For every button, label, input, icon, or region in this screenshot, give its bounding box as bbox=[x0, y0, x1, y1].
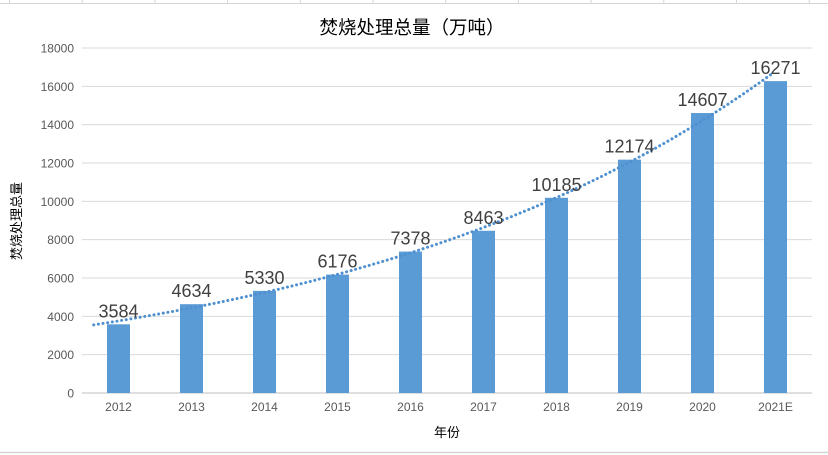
bar[interactable] bbox=[764, 81, 787, 394]
x-tick-label: 2018 bbox=[543, 400, 570, 414]
y-tick-label: 0 bbox=[67, 387, 74, 401]
x-tick-label: 2014 bbox=[251, 400, 278, 414]
x-tick-label: 2013 bbox=[178, 400, 205, 414]
bar-value-label: 7378 bbox=[390, 229, 430, 249]
y-tick-label: 18000 bbox=[41, 42, 75, 56]
trendline-group bbox=[92, 71, 775, 327]
bar-value-label: 5330 bbox=[244, 268, 284, 288]
x-tick-label: 2021E bbox=[758, 400, 793, 414]
bar[interactable] bbox=[253, 290, 276, 393]
y-tick-label: 6000 bbox=[47, 272, 74, 286]
y-tick-label: 2000 bbox=[47, 348, 74, 362]
y-tick-label: 16000 bbox=[41, 80, 75, 94]
bar[interactable] bbox=[472, 230, 495, 393]
bar[interactable] bbox=[107, 324, 130, 393]
bar-value-label: 4634 bbox=[171, 281, 211, 301]
bar[interactable] bbox=[618, 159, 641, 393]
x-axis-title: 年份 bbox=[434, 425, 460, 440]
x-tick-label: 2016 bbox=[397, 400, 424, 414]
bar-value-label: 8463 bbox=[463, 208, 503, 228]
bar-value-label: 6176 bbox=[317, 252, 357, 272]
bar-value-label: 12174 bbox=[604, 137, 654, 157]
bar-value-label: 3584 bbox=[98, 301, 138, 321]
x-tick-label: 2015 bbox=[324, 400, 351, 414]
chart-title: 焚烧处理总量（万吨） bbox=[319, 17, 504, 38]
bar[interactable] bbox=[545, 197, 568, 393]
y-tick-label: 8000 bbox=[47, 233, 74, 247]
bar[interactable] bbox=[691, 113, 714, 393]
bar-value-label: 10185 bbox=[531, 175, 581, 195]
plot-gridlines: 0 2000 4000 6000 8000 10000 12000 14000 16000 180… bbox=[41, 42, 812, 401]
y-tick-label: 10000 bbox=[41, 195, 75, 209]
trendline[interactable] bbox=[92, 71, 775, 327]
y-tick-label: 4000 bbox=[47, 310, 74, 324]
y-tick-label: 12000 bbox=[41, 157, 75, 171]
x-tick-label: 2012 bbox=[105, 400, 132, 414]
bar[interactable] bbox=[180, 304, 203, 393]
bar-value-label: 16271 bbox=[750, 58, 800, 78]
bar-series: 2012 2013 2014 2015 2016 2017 2018 2019 2020 2021… bbox=[105, 81, 793, 414]
y-axis-title: 焚烧处理总量 bbox=[9, 182, 24, 260]
x-tick-label: 2020 bbox=[689, 400, 716, 414]
x-tick-label: 2017 bbox=[470, 400, 497, 414]
data-labels: 3584 4634 5330 6176 7378 8463 10185 12174 14607 1… bbox=[98, 58, 800, 321]
x-tick-label: 2019 bbox=[616, 400, 643, 414]
bar[interactable] bbox=[326, 274, 349, 393]
y-tick-label: 14000 bbox=[41, 118, 75, 132]
bar-value-label: 14607 bbox=[677, 90, 727, 110]
bar[interactable] bbox=[399, 251, 422, 393]
